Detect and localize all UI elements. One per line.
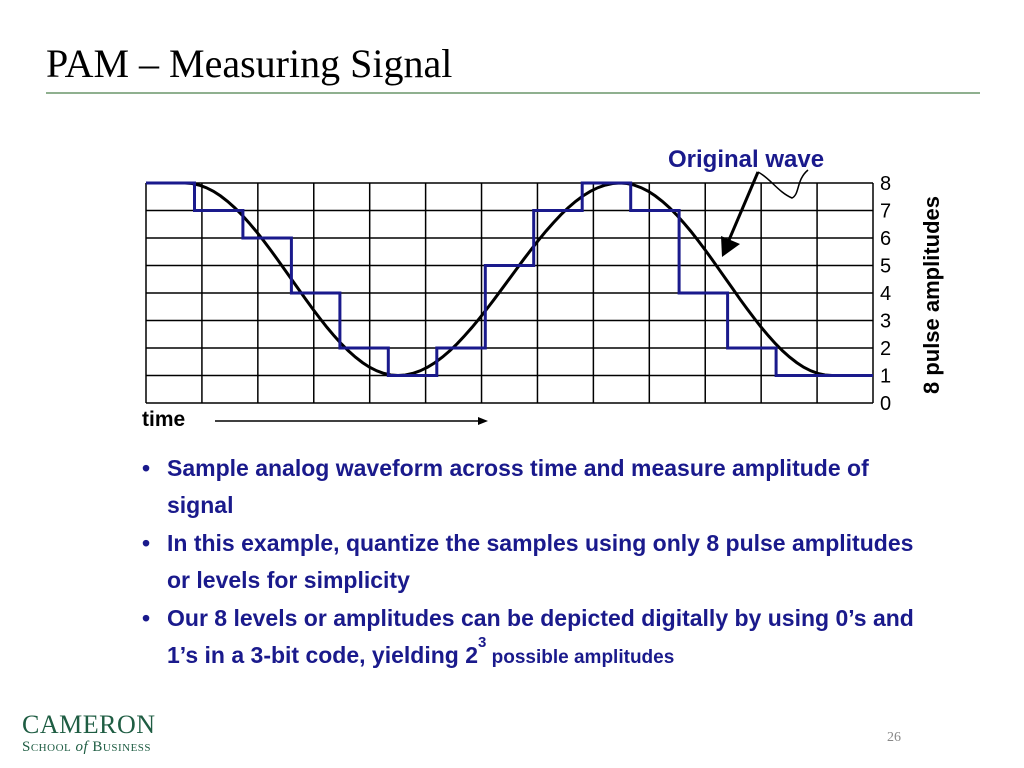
level-number: 1 [880,366,891,388]
slide-title: PAM – Measuring Signal [46,41,453,86]
original-wave-pointer [757,169,809,199]
arrow-head [721,236,740,257]
pulse-amplitudes-label: 8 pulse amplitudes [919,195,944,395]
cameron-logo: CAMERON School of Business [22,712,156,756]
title-divider [46,92,980,94]
time-label: time [142,408,186,431]
level-number: 6 [880,228,891,250]
page-number: 26 [887,730,901,745]
bullet-list: Sample analog waveform across time and m… [140,450,940,677]
level-number: 8 [880,173,891,195]
bullet-item: Sample analog waveform across time and m… [140,450,940,524]
level-numbers: 8 7 6 5 4 3 2 1 0 [880,173,891,415]
original-wave [146,181,873,378]
logo-subtitle: School of Business [22,739,152,755]
level-number: 3 [880,311,891,333]
bullet-item: In this example, quantize the samples us… [140,525,940,599]
bullet-item: Our 8 levels or amplitudes can be depict… [140,600,940,676]
level-number: 5 [880,256,891,278]
logo-name: CAMERON [22,710,156,739]
level-number: 0 [880,393,891,415]
arrow-line [727,171,760,241]
time-arrow-head [478,417,488,425]
level-number: 4 [880,283,891,305]
exponent: 3 [478,634,487,651]
level-number: 2 [880,338,891,360]
level-number: 7 [880,201,891,223]
pam-staircase [146,181,873,377]
grid [145,182,874,404]
original-wave-label: Original wave [668,146,825,173]
